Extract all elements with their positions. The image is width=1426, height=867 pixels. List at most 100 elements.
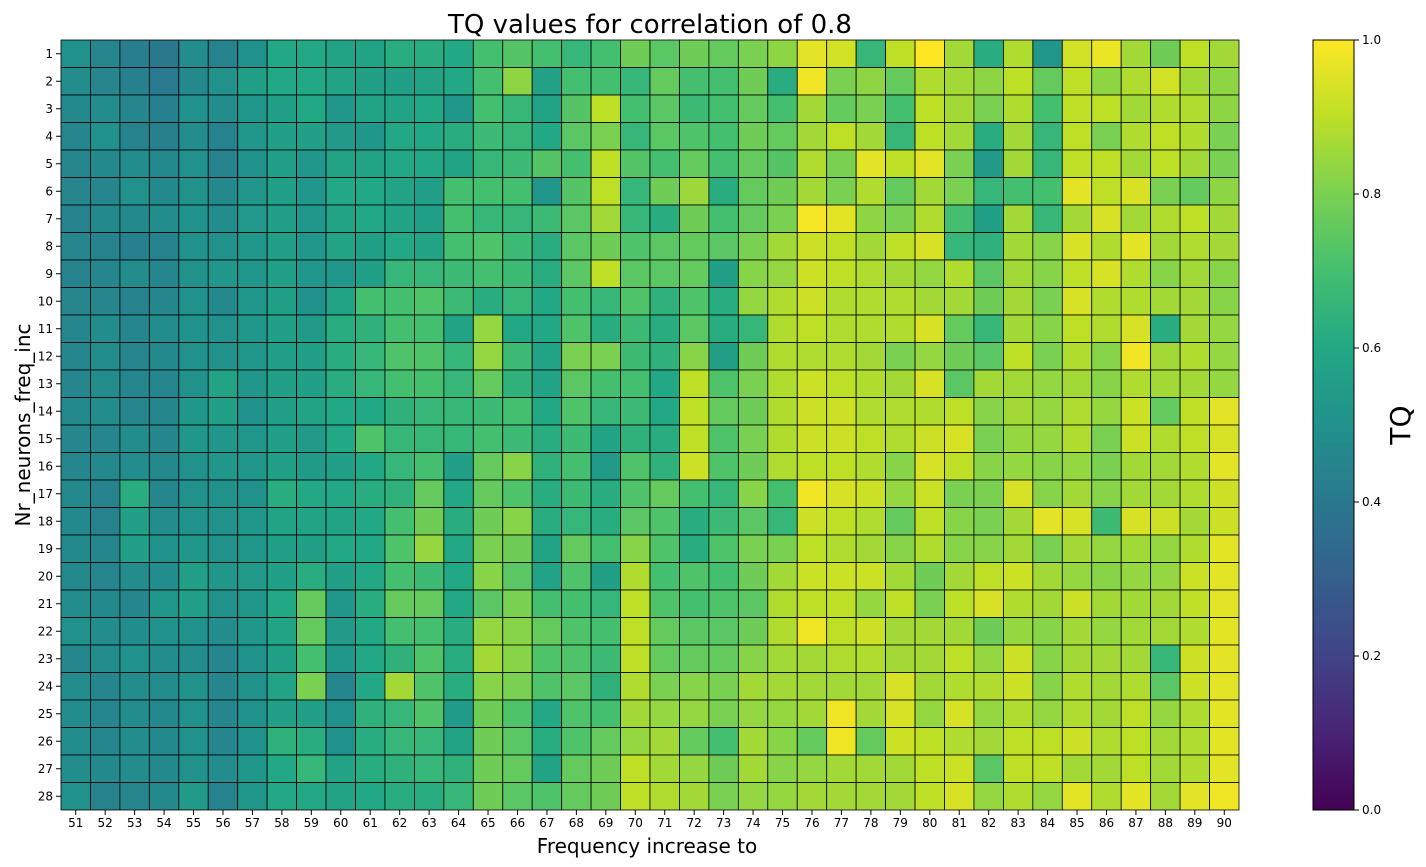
heatmap-cell (60, 149, 91, 178)
heatmap-cell (708, 39, 739, 68)
heatmap-cell (355, 644, 386, 673)
heatmap-cell (855, 67, 887, 96)
heatmap-cell (1003, 452, 1034, 481)
colorbar (1312, 39, 1355, 811)
y-tick-label: 25 (38, 707, 53, 721)
heatmap-cell (796, 397, 828, 426)
heatmap-cell (1209, 177, 1240, 206)
heatmap-cell (266, 479, 297, 508)
heatmap-cell (60, 397, 91, 426)
heatmap-cell (1120, 232, 1152, 261)
heatmap-cell (855, 314, 887, 343)
heatmap-cell (1003, 204, 1034, 233)
heatmap-cell (531, 369, 563, 398)
heatmap-cell (885, 94, 916, 123)
heatmap-cell (679, 507, 710, 536)
heatmap-cell (914, 149, 945, 178)
heatmap-cell (620, 754, 651, 783)
heatmap-cell (502, 232, 533, 261)
x-tick-label: 56 (215, 816, 230, 830)
heatmap-cell (679, 67, 710, 96)
heatmap-cell (1150, 479, 1181, 508)
heatmap-cell (914, 94, 945, 123)
heatmap-cell (649, 39, 680, 68)
heatmap-cell (1003, 39, 1034, 68)
heatmap-cell (767, 177, 798, 206)
heatmap-cell (590, 507, 621, 536)
heatmap-cell (502, 424, 533, 453)
heatmap-cell (1209, 369, 1240, 398)
x-tick-label: 62 (392, 816, 407, 830)
heatmap-cell (60, 727, 91, 756)
heatmap-cell (1091, 562, 1122, 591)
heatmap-cell (561, 452, 592, 481)
heatmap-cell (119, 67, 150, 96)
heatmap-cell (531, 149, 563, 178)
heatmap-cell (237, 589, 268, 618)
heatmap-cell (561, 259, 592, 288)
heatmap-cell (531, 259, 563, 288)
heatmap-cell (1150, 149, 1181, 178)
heatmap-cell (178, 232, 209, 261)
x-tick-label: 88 (1158, 816, 1173, 830)
heatmap-cell (296, 672, 327, 701)
heatmap-cell (767, 149, 798, 178)
heatmap-cell (561, 287, 592, 316)
x-tick-label: 78 (863, 816, 878, 830)
heatmap-cell (502, 397, 533, 426)
heatmap-cell (237, 149, 268, 178)
heatmap-cell (1209, 507, 1240, 536)
heatmap-cell (355, 589, 386, 618)
heatmap-cell (237, 452, 268, 481)
heatmap-cell (178, 672, 209, 701)
heatmap-cell (531, 232, 563, 261)
heatmap-cell (826, 149, 857, 178)
heatmap-cell (178, 424, 209, 453)
heatmap-cell (355, 122, 386, 151)
heatmap-cell (708, 67, 739, 96)
heatmap-cell (119, 287, 150, 316)
heatmap-cell (119, 94, 150, 123)
heatmap-cell (1061, 397, 1093, 426)
heatmap-cell (1179, 534, 1210, 563)
heatmap-cell (708, 149, 739, 178)
heatmap-cell (266, 342, 297, 371)
heatmap-cell (1032, 479, 1063, 508)
heatmap-cell (60, 232, 91, 261)
heatmap-cell (119, 562, 150, 591)
heatmap-cell (796, 149, 828, 178)
heatmap-cell (620, 342, 651, 371)
heatmap-cell (649, 287, 680, 316)
heatmap-cell (796, 452, 828, 481)
heatmap-cell (413, 507, 445, 536)
heatmap-cell (178, 507, 209, 536)
heatmap-cells (60, 39, 1240, 811)
heatmap-cell (620, 122, 651, 151)
heatmap-cell (944, 589, 975, 618)
heatmap-cell (148, 672, 180, 701)
heatmap-cell (178, 122, 209, 151)
heatmap-cell (443, 177, 474, 206)
heatmap-cell (355, 699, 386, 728)
heatmap-cell (531, 754, 563, 783)
heatmap-cell (1091, 534, 1122, 563)
heatmap-cell (885, 699, 916, 728)
heatmap-cell (590, 479, 621, 508)
heatmap-cell (1179, 782, 1210, 811)
heatmap-cell (620, 39, 651, 68)
heatmap-cell (767, 699, 798, 728)
heatmap-cell (472, 94, 504, 123)
heatmap-cell (384, 122, 415, 151)
heatmap-cell (796, 727, 828, 756)
heatmap-cell (90, 452, 121, 481)
heatmap-cell (620, 397, 651, 426)
y-tick-label: 7 (45, 212, 53, 226)
y-tick-label: 19 (38, 542, 53, 556)
heatmap-cell (1120, 149, 1152, 178)
heatmap-cell (207, 259, 239, 288)
heatmap-cell (1061, 177, 1093, 206)
heatmap-cell (885, 177, 916, 206)
heatmap-cell (767, 67, 798, 96)
heatmap-cell (413, 67, 445, 96)
heatmap-cell (973, 397, 1004, 426)
